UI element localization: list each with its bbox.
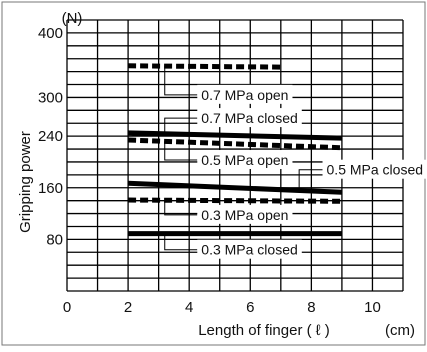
- y-tick-label: 400: [38, 25, 63, 42]
- series-label-bg: [197, 239, 302, 259]
- series-line: [128, 130, 342, 141]
- leader-line: [164, 117, 198, 134]
- x-axis-title: Length of finger ( ℓ ): [198, 322, 330, 339]
- series-line: [128, 63, 281, 70]
- y-tick-bg: [28, 87, 64, 107]
- leader-line: [164, 141, 198, 161]
- series-label: 0.3 MPa open: [201, 207, 288, 223]
- x-tick-label: 6: [246, 299, 254, 316]
- series-layer: [127, 63, 343, 237]
- series-label-bg: [197, 108, 302, 128]
- x-tick-label: 0: [63, 299, 71, 316]
- series-label: 0.7 MPa open: [201, 87, 288, 103]
- x-tick-label: 10: [364, 299, 381, 316]
- series-label-bg: [197, 204, 293, 224]
- y-axis-title: Gripping power: [17, 131, 34, 233]
- leader-line: [164, 233, 198, 251]
- series-line: [127, 180, 343, 195]
- x-tick-label: 8: [307, 299, 315, 316]
- leader-line: [298, 169, 323, 191]
- y-tick-bg: [28, 22, 64, 42]
- y-tick-label: 300: [38, 89, 63, 106]
- y-tick-label: 80: [46, 231, 63, 248]
- y-tick-label: 160: [38, 180, 63, 197]
- series-label-bg: [322, 159, 427, 179]
- y-unit-label: (N): [62, 10, 83, 27]
- x-axis-unit: (cm): [385, 322, 415, 339]
- y-tick-label: 240: [38, 128, 63, 145]
- y-tick-bg: [28, 126, 64, 146]
- x-tick-label: 2: [124, 299, 132, 316]
- leader-line: [164, 200, 198, 216]
- series-label: 0.5 MPa closed: [327, 162, 424, 178]
- y-tick-bg: [28, 229, 64, 249]
- leader-line: [164, 65, 198, 96]
- tick-labels: 0 2 4 6 8 10 80 160 240 300 400: [28, 22, 381, 316]
- series-label-bg: [197, 84, 293, 104]
- series-label: 0.3 MPa closed: [201, 242, 297, 258]
- series-labels: 0.7 MPa open 0.7 MPa closed 0.5 MPa open 0.…: [164, 65, 427, 259]
- x-tick-label: 4: [185, 299, 193, 316]
- y-tick-bg: [28, 177, 64, 197]
- series-label: 0.7 MPa closed: [201, 110, 297, 126]
- series-label-bg: [197, 150, 293, 170]
- series-label: 0.5 MPa open: [201, 152, 288, 168]
